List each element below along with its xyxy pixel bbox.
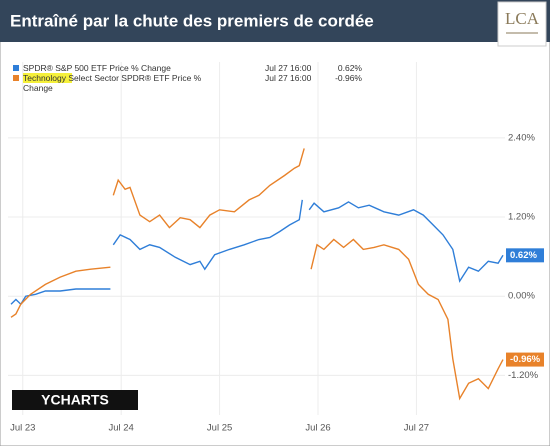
logo: LCA [505,9,540,28]
legend-swatch [13,65,19,71]
y-tick-label: 0.00% [508,291,535,302]
end-label-box [506,248,544,263]
y-tick-label: 1.20% [508,212,535,223]
header-band [0,0,550,42]
title: Entraîné par la chute des premiers de co… [10,11,374,30]
legend-time: Jul 27 16:00 [265,63,312,73]
highlight [23,73,72,83]
x-tick-label: Jul 26 [305,423,330,434]
x-tick-label: Jul 27 [404,423,429,434]
logo-box [497,1,547,47]
legend-name: Technology Select Sector SPDR® ETF Price… [23,73,202,93]
x-tick-label: Jul 23 [10,423,35,434]
y-tick-label: -1.20% [508,370,539,381]
legend-swatch [13,75,19,81]
series-line [10,148,504,401]
x-tick-label: Jul 24 [108,423,133,434]
watermark-box [12,390,138,410]
legend-name: SPDR® S&P 500 ETF Price % Change [23,63,171,73]
x-tick-label: Jul 25 [207,423,232,434]
watermark: YCHARTS [41,392,109,408]
end-label: 0.62% [510,250,537,261]
end-label-box [506,352,544,367]
legend-value: -0.96% [335,73,362,83]
end-label: -0.96% [510,354,541,365]
y-tick-label: 2.40% [508,132,535,143]
legend-value: 0.62% [337,63,362,73]
legend-time: Jul 27 16:00 [265,73,312,83]
series-line [10,199,504,306]
